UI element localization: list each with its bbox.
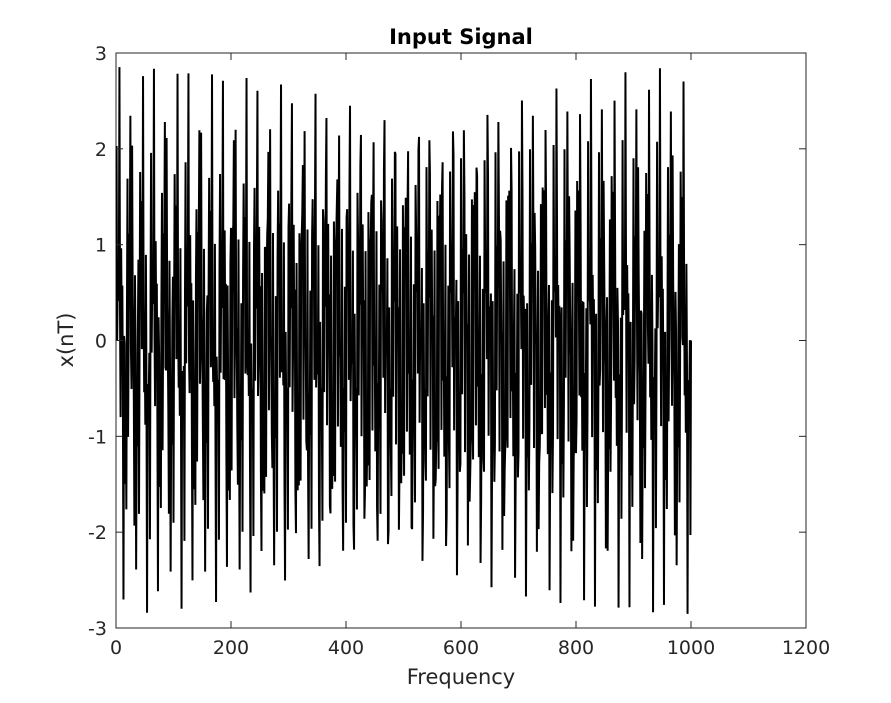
y-tick-label: 2 bbox=[95, 139, 107, 161]
y-tick-label: -2 bbox=[88, 522, 107, 544]
y-tick-label: 1 bbox=[95, 235, 107, 257]
x-tick-label: 1200 bbox=[782, 637, 830, 659]
x-tick-label: 200 bbox=[213, 637, 249, 659]
ticks-layer bbox=[115, 52, 807, 629]
y-axis-label: x(nT) bbox=[54, 313, 78, 368]
x-tick-label: 600 bbox=[443, 637, 479, 659]
x-tick-label: 1000 bbox=[667, 637, 715, 659]
x-tick-label: 400 bbox=[328, 637, 364, 659]
series-line-0 bbox=[115, 67, 692, 614]
x-tick-label: 0 bbox=[110, 637, 122, 659]
plot-area: 0 200 400 600 800 1000 1200 -3 -2 -1 0 1 2 3 bbox=[88, 43, 830, 659]
x-axis-label: Frequency bbox=[407, 665, 516, 689]
y-tick-label: -3 bbox=[88, 618, 107, 640]
y-tick-label: -1 bbox=[88, 426, 107, 448]
x-tick-label: 800 bbox=[558, 637, 594, 659]
series-layer bbox=[115, 67, 692, 614]
tick-labels-layer: 0 200 400 600 800 1000 1200 -3 -2 -1 0 1 2 3 bbox=[88, 43, 830, 659]
y-tick-label: 0 bbox=[95, 331, 107, 353]
chart-title: Input Signal bbox=[389, 25, 533, 49]
y-tick-label: 3 bbox=[95, 43, 107, 65]
